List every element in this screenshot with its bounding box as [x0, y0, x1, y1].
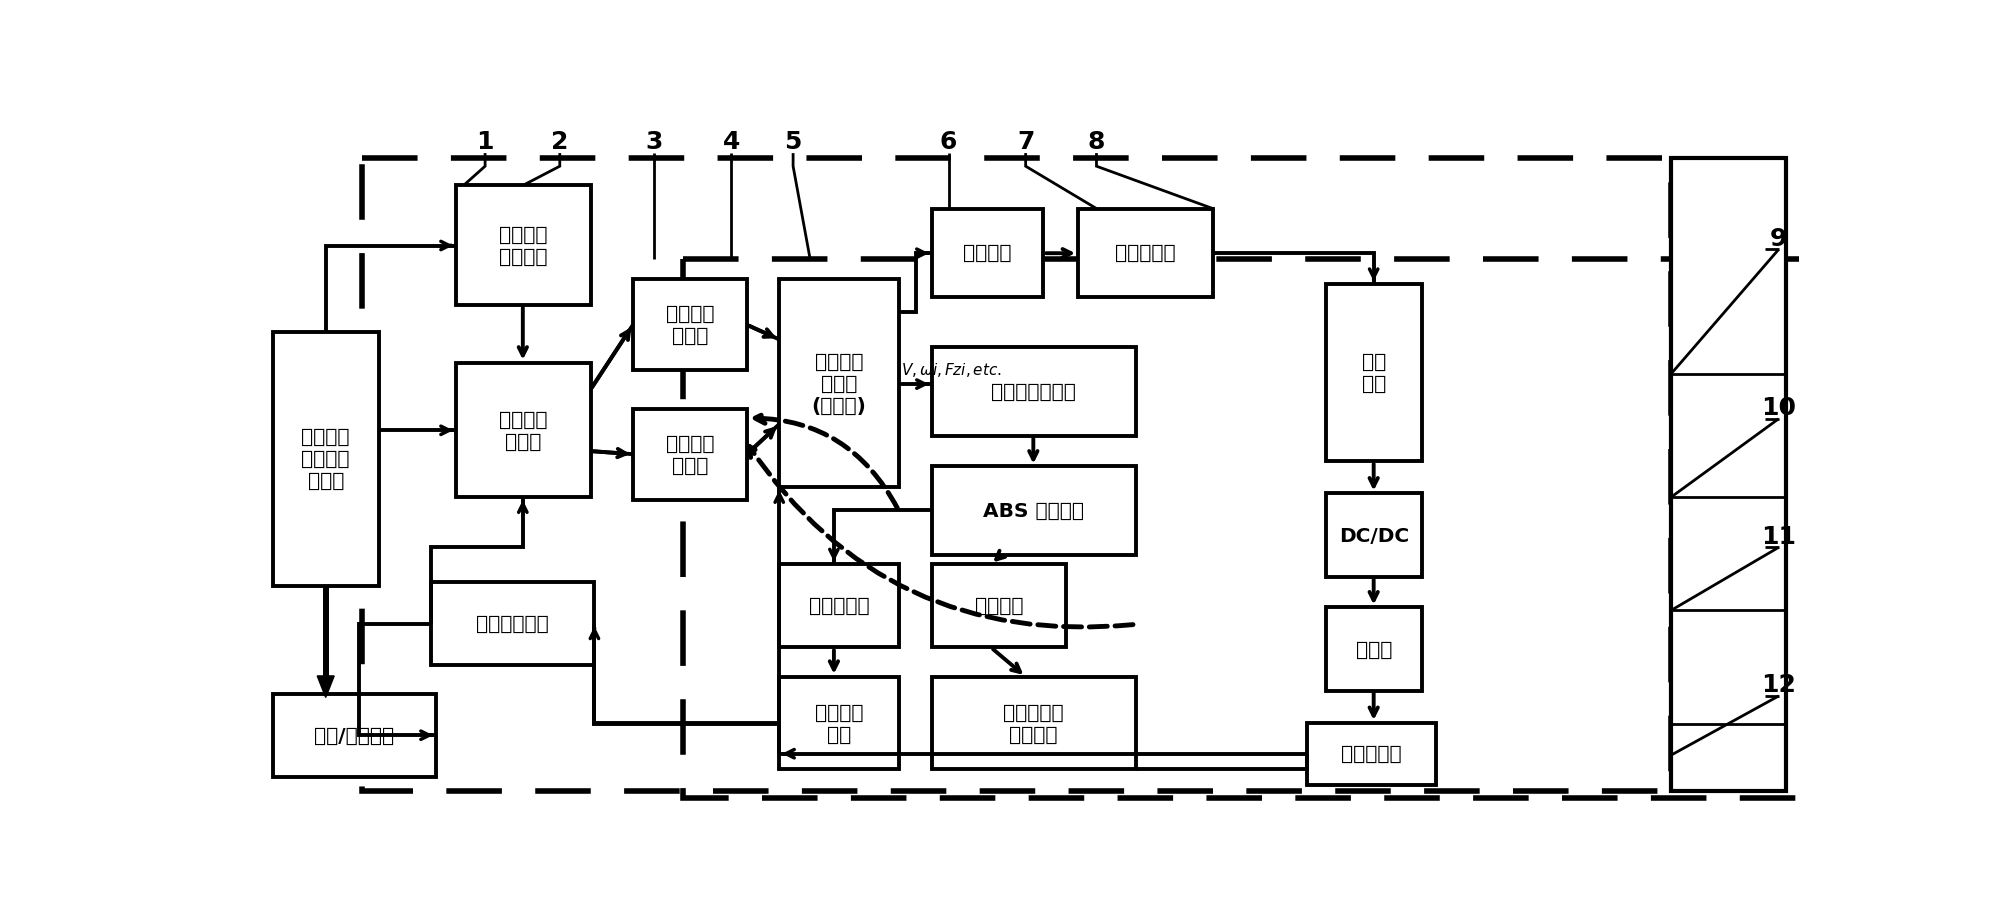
- Text: DC/DC: DC/DC: [1339, 526, 1410, 545]
- Bar: [1079, 210, 1213, 298]
- Text: 车轮未抱死: 车轮未抱死: [808, 597, 870, 616]
- Text: 制动力矩
分配器: 制动力矩 分配器: [499, 410, 547, 451]
- Text: 8: 8: [1089, 129, 1105, 154]
- Bar: [1325, 608, 1422, 691]
- FancyArrowPatch shape: [756, 414, 898, 508]
- Text: 状态传感器: 状态传感器: [1341, 744, 1401, 763]
- Bar: [455, 186, 591, 305]
- Text: 电机提供
力矩: 电机提供 力矩: [814, 702, 864, 743]
- Bar: [361, 159, 1670, 792]
- Text: 制动踏板
及其状态
传感器: 制动踏板 及其状态 传感器: [301, 428, 351, 491]
- Bar: [932, 210, 1043, 298]
- Bar: [932, 467, 1135, 556]
- Bar: [932, 348, 1135, 436]
- Bar: [780, 280, 898, 487]
- Bar: [323, 586, 329, 676]
- Text: 9: 9: [1770, 227, 1786, 251]
- Text: 充电控制器: 充电控制器: [1115, 244, 1175, 263]
- Bar: [455, 363, 591, 497]
- Text: 4: 4: [724, 129, 740, 154]
- Text: ABS 逻辑判断: ABS 逻辑判断: [982, 502, 1085, 521]
- Bar: [1307, 723, 1436, 784]
- Bar: [634, 280, 748, 371]
- Text: 7: 7: [1017, 129, 1035, 154]
- Text: 车辆动力
学模型
(传感器): 车辆动力 学模型 (传感器): [812, 353, 866, 415]
- Bar: [684, 260, 1903, 798]
- Bar: [273, 694, 435, 777]
- Text: 11: 11: [1760, 524, 1796, 548]
- Text: 轮毂电机: 轮毂电机: [962, 244, 1013, 263]
- Bar: [634, 409, 748, 500]
- Text: 电池组: 电池组: [1355, 640, 1391, 659]
- Bar: [932, 677, 1135, 769]
- Polygon shape: [317, 676, 335, 698]
- Text: $V,\omega i,Fzi,etc.$: $V,\omega i,Fzi,etc.$: [900, 361, 1002, 379]
- Text: 紧急制动模式: 紧急制动模式: [477, 614, 549, 633]
- Bar: [780, 565, 898, 648]
- Text: 超级
电容: 超级 电容: [1361, 353, 1385, 394]
- Bar: [932, 565, 1067, 648]
- Text: 轻度/中度制动: 轻度/中度制动: [315, 726, 395, 745]
- Text: 10: 10: [1760, 395, 1796, 420]
- FancyArrowPatch shape: [750, 447, 1133, 628]
- Text: 制动模式
判断模块: 制动模式 判断模块: [499, 225, 547, 266]
- Text: 6: 6: [940, 129, 956, 154]
- Bar: [431, 582, 593, 665]
- Text: 5: 5: [784, 129, 802, 154]
- Text: 1: 1: [477, 129, 493, 154]
- Text: 未抱死液压
制动力矩: 未抱死液压 制动力矩: [1002, 702, 1065, 743]
- Bar: [780, 677, 898, 769]
- Text: 液压力矩
控制器: 液压力矩 控制器: [666, 435, 714, 476]
- Bar: [1325, 284, 1422, 462]
- Text: 电机力矩
控制器: 电机力矩 控制器: [666, 305, 714, 346]
- Text: 12: 12: [1760, 672, 1796, 697]
- Bar: [273, 333, 379, 586]
- Bar: [1325, 494, 1422, 577]
- Text: 3: 3: [646, 129, 664, 154]
- Text: 2: 2: [551, 129, 569, 154]
- Bar: [1670, 159, 1786, 792]
- Text: 滑移率计算判别: 滑移率计算判别: [990, 383, 1077, 402]
- Text: 车轮抱死: 车轮抱死: [974, 597, 1023, 616]
